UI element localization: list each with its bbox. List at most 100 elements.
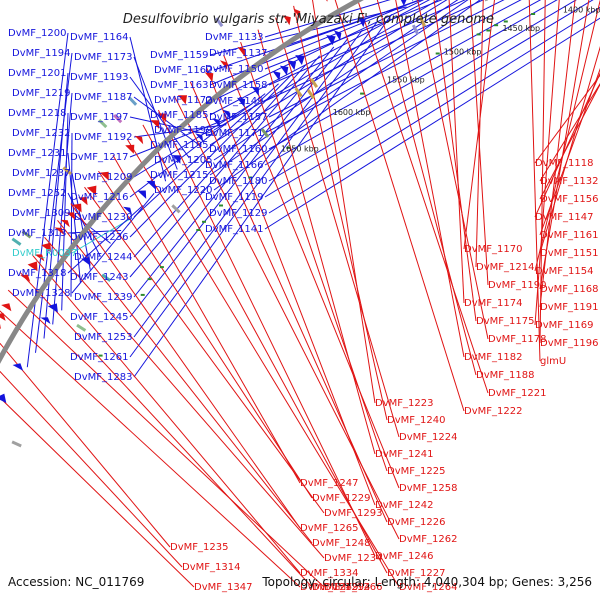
gene-label: DvMF_1151	[540, 248, 598, 259]
gene-category-feature	[76, 323, 87, 332]
gene-label: DvMF_1187	[74, 92, 132, 103]
label-leader-line	[35, 52, 73, 353]
label-leader-line	[157, 109, 376, 557]
scale-label: 1450 kbp	[502, 24, 540, 33]
gene-label: DvMF_1182	[464, 352, 522, 363]
gene-label: DvMF_1195	[150, 140, 208, 151]
forward-gene-feature	[236, 97, 246, 108]
gene-label: DvMF_1237	[12, 168, 70, 179]
gene-label: DvMF_1293	[324, 508, 382, 519]
label-leader-line	[433, 0, 477, 322]
label-leader-line	[0, 310, 301, 588]
reverse-gene-feature	[78, 197, 88, 206]
gene-label: DvMF_1245	[70, 312, 128, 323]
gc-content-mark	[486, 29, 491, 32]
gene-category-feature	[260, 128, 270, 138]
label-leader-line	[539, 0, 546, 344]
reverse-gene-feature	[99, 171, 109, 181]
label-leader-line	[448, 0, 465, 304]
reverse-gene-feature	[204, 72, 214, 82]
label-leader-line	[173, 95, 400, 540]
gene-label: DvMF_1241	[375, 449, 433, 460]
forward-gene-feature	[222, 109, 231, 119]
reverse-gene-feature	[237, 46, 245, 57]
gc-content-mark	[219, 204, 223, 207]
label-leader-line	[334, 0, 465, 412]
gc-content-mark	[435, 52, 440, 55]
gene-label: DvMF_1159	[150, 50, 208, 61]
gene-label: DvMF_1164	[70, 32, 128, 43]
gene-label: DvMF_1232	[12, 128, 70, 139]
gene-label: DvMF_1162	[154, 65, 212, 76]
gene-category-feature	[306, 89, 315, 100]
gene-label: DvMF_1239	[74, 292, 132, 303]
label-leader-line	[539, 0, 576, 308]
gene-label: DvMF_1193	[70, 72, 128, 83]
gene-category-feature	[128, 96, 138, 106]
label-leader-line	[133, 103, 253, 178]
forward-gene-feature	[0, 393, 7, 403]
label-leader-line	[264, 0, 594, 198]
reverse-gene-feature	[0, 323, 1, 329]
label-leader-line	[71, 172, 91, 270]
label-leader-line	[357, 0, 489, 394]
gene-label: DvMF_1175	[476, 316, 534, 327]
gene-label: DvMF_1154	[535, 266, 593, 277]
gene-label: DvMF_1171	[205, 128, 263, 139]
label-leader-line	[67, 205, 144, 274]
gc-content-mark	[98, 354, 103, 357]
gene-label: DvMF_1309	[12, 208, 70, 219]
reverse-gene-feature	[293, 8, 301, 19]
label-leader-line	[376, 0, 477, 376]
gc-content-mark	[503, 20, 508, 23]
reverse-gene-feature	[157, 113, 167, 123]
label-leader-line	[534, 74, 600, 164]
label-leader-line	[275, 17, 400, 438]
label-leader-line	[31, 254, 301, 574]
forward-gene-feature	[137, 190, 147, 199]
gene-label: DvMF_1262	[399, 534, 457, 545]
label-leader-line	[61, 112, 69, 311]
gene-label: DvMF_1313	[8, 228, 66, 239]
gene-category-feature	[98, 119, 108, 129]
gc-content-mark	[202, 220, 206, 223]
label-leader-line	[52, 92, 73, 325]
label-leader-line	[528, 0, 541, 362]
label-leader-line	[0, 342, 171, 548]
gene-label: DvMF_1266	[324, 582, 382, 593]
label-leader-line	[268, 0, 421, 54]
label-leader-line	[539, 0, 590, 290]
label-leader-line	[84, 186, 325, 514]
reverse-gene-feature	[125, 144, 135, 154]
forward-gene-feature	[412, 0, 414, 2]
reverse-gene-feature	[34, 254, 45, 262]
label-leader-line	[43, 72, 69, 339]
label-leader-line	[463, 0, 495, 250]
label-leader-line	[213, 0, 439, 131]
gene-label: DvMF_1225	[387, 466, 445, 477]
gene-label: DvMF_1173	[74, 52, 132, 63]
label-leader-line	[71, 212, 111, 244]
gene-category-feature	[294, 87, 303, 98]
gene-label: DvMF_1242	[375, 500, 433, 511]
gene-label: DvMF_1236	[70, 232, 128, 243]
reverse-gene-feature	[41, 242, 51, 253]
label-leader-line	[264, 0, 522, 134]
label-leader-line	[534, 0, 600, 272]
gene-label: DvMF_1227	[387, 568, 445, 579]
gene-label: DvMF_1157	[209, 112, 267, 123]
label-leader-line	[98, 170, 313, 499]
label-leader-line	[129, 76, 190, 159]
gene-label: DvMF_1147	[535, 212, 593, 223]
gene-label: DvMF_1118	[535, 158, 593, 169]
label-leader-line	[539, 46, 600, 254]
label-leader-line	[213, 0, 459, 161]
gene-label: DvMF_1137	[209, 48, 267, 59]
backbone-circle	[0, 0, 365, 365]
label-leader-line	[209, 0, 448, 146]
label-leader-line	[67, 192, 101, 257]
reverse-gene-feature	[0, 312, 6, 321]
gene-category-feature	[419, 16, 427, 27]
gc-content-mark	[140, 293, 145, 296]
